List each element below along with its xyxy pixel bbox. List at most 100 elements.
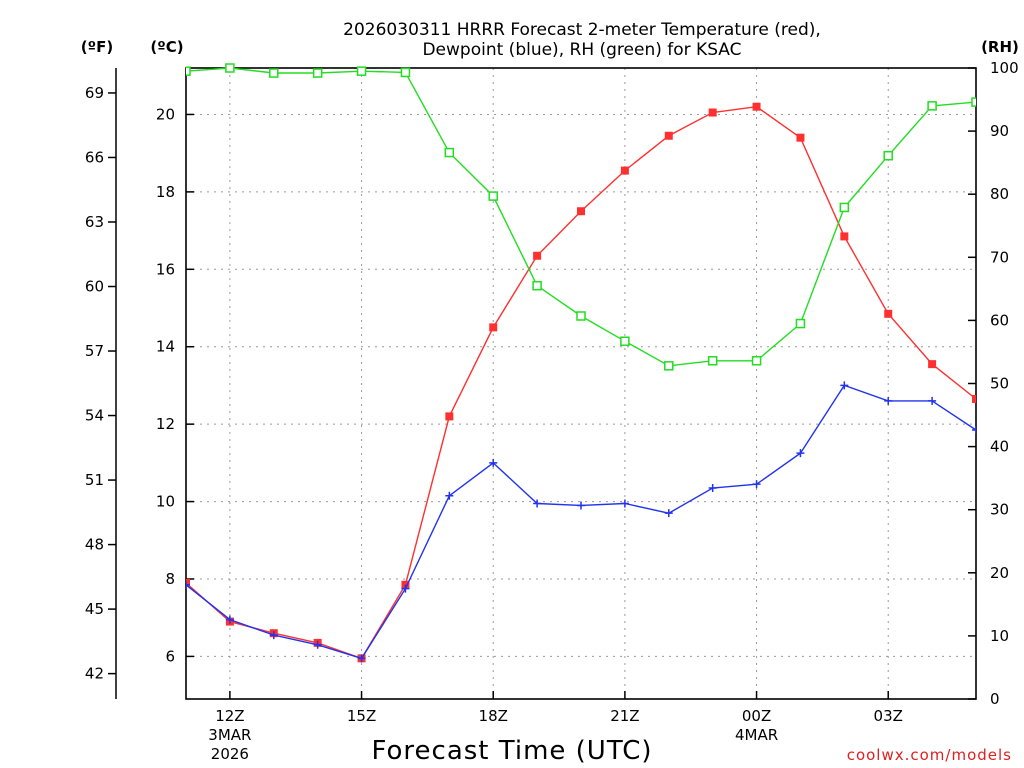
- credit-text: coolwx.com/models: [847, 746, 1012, 764]
- celsius-tick-label: 6: [165, 647, 175, 665]
- dewpoint-point: [620, 499, 629, 508]
- celsius-tick-label: 18: [156, 183, 175, 201]
- fahrenheit-tick-label: 60: [85, 278, 104, 296]
- rh-point: [186, 66, 191, 76]
- rh-tick-label: 90: [990, 122, 1009, 140]
- plot-frame: [185, 67, 977, 700]
- x-tick-label: 18Z: [479, 707, 508, 725]
- rh-point: [620, 336, 630, 346]
- dewpoint-point: [445, 491, 454, 500]
- celsius-unit-label: (ºC): [150, 38, 183, 56]
- rh-series-line: [186, 67, 976, 367]
- rh-point: [664, 361, 674, 371]
- celsius-tick-label: 10: [156, 493, 175, 511]
- temperature-point: [884, 309, 893, 318]
- rh-unit-label: (RH): [981, 38, 1019, 56]
- rh-tick-label: 20: [990, 564, 1009, 582]
- axes-layer: 42 45 48 51 54 57 60 63 66 69 6 8 10 12 14 16 18 20 0 10 20 3…: [85, 59, 1019, 763]
- temperature-point: [445, 412, 454, 421]
- x-tick-label: 21Z: [610, 707, 639, 725]
- fahrenheit-tick-label: 45: [85, 600, 104, 618]
- dewpoint-point: [533, 499, 542, 508]
- dewpoint-point: [708, 484, 717, 493]
- celsius-tick-label: 14: [156, 338, 175, 356]
- x-tick-label: 12Z: [215, 707, 244, 725]
- dewpoint-point: [928, 396, 937, 405]
- rh-tick-label: 60: [990, 311, 1009, 329]
- dewpoint-point: [796, 449, 805, 458]
- dewpoint-point: [752, 480, 761, 489]
- rh-point: [269, 68, 279, 78]
- temperature-point: [708, 108, 717, 117]
- fahrenheit-tick-label: 42: [85, 665, 104, 683]
- celsius-tick-label: 16: [156, 260, 175, 278]
- rh-point: [839, 202, 850, 213]
- x-axis-label: Forecast Time (UTC): [371, 736, 652, 766]
- series-clip-group: [186, 63, 976, 663]
- dewpoint-point: [577, 501, 585, 510]
- x-tick-label: 15Z: [347, 707, 376, 725]
- rh-point: [225, 63, 235, 73]
- temperature-point: [796, 133, 805, 142]
- rh-tick-label: 70: [990, 248, 1009, 266]
- rh-point: [488, 191, 498, 201]
- chart-title-line1: 2026030311 HRRR Forecast 2-meter Tempera…: [343, 20, 821, 40]
- rh-point: [532, 280, 542, 291]
- dewpoint-point: [269, 631, 278, 640]
- rh-point: [400, 67, 411, 78]
- dewpoint-point: [884, 396, 893, 405]
- fahrenheit-tick-label: 63: [85, 213, 104, 231]
- x-tick-label: 03Z: [874, 707, 903, 725]
- rh-point: [883, 150, 893, 161]
- temperature-series-line: [186, 105, 976, 660]
- chart-title-line2: Dewpoint (blue), RH (green) for KSAC: [422, 40, 741, 60]
- rh-point: [576, 311, 586, 321]
- rh-point: [707, 356, 718, 366]
- celsius-tick-label: 12: [156, 415, 175, 433]
- rh-tick-label: 10: [990, 627, 1009, 645]
- fahrenheit-tick-label: 54: [85, 407, 104, 425]
- dewpoint-point: [357, 654, 366, 663]
- x-tick-label: 00Z: [742, 707, 771, 725]
- temperature-point: [489, 323, 498, 332]
- rh-point: [927, 101, 937, 111]
- grid-layer: [186, 68, 976, 699]
- dewpoint-point: [972, 425, 976, 434]
- temperature-point: [577, 207, 585, 216]
- x-tick-label: 2026: [211, 745, 249, 763]
- fahrenheit-tick-label: 57: [85, 342, 104, 360]
- dewpoint-point: [225, 615, 234, 624]
- rh-tick-label: 30: [990, 501, 1009, 519]
- temperature-point: [664, 131, 673, 140]
- x-tick-label: 4MAR: [735, 726, 778, 744]
- x-tick-label: 3MAR: [208, 726, 251, 744]
- temperature-point: [972, 394, 976, 403]
- rh-tick-label: 40: [990, 438, 1009, 456]
- celsius-tick-label: 20: [156, 105, 175, 123]
- rh-point: [971, 97, 976, 107]
- series-layer: [186, 63, 976, 663]
- rh-point: [751, 356, 762, 366]
- temperature-point: [840, 232, 849, 241]
- fahrenheit-tick-label: 69: [85, 84, 104, 102]
- dewpoint-point: [664, 509, 673, 518]
- dewpoint-point: [313, 640, 322, 649]
- rh-tick-label: 50: [990, 375, 1009, 393]
- fahrenheit-tick-label: 48: [85, 536, 104, 554]
- rh-tick-label: 100: [990, 59, 1019, 77]
- temperature-point: [620, 166, 629, 175]
- dewpoint-point: [489, 458, 498, 467]
- fahrenheit-tick-label: 66: [85, 148, 104, 166]
- rh-tick-label: 0: [990, 690, 1000, 708]
- dewpoint-point: [401, 584, 410, 593]
- fahrenheit-unit-label: (ºF): [81, 38, 113, 56]
- rh-point: [444, 147, 455, 158]
- rh-point: [312, 68, 323, 78]
- rh-point: [795, 318, 806, 329]
- fahrenheit-tick-label: 51: [85, 471, 104, 489]
- rh-tick-label: 80: [990, 185, 1009, 203]
- temperature-point: [752, 102, 761, 111]
- dewpoint-point: [840, 381, 849, 390]
- temperature-point: [186, 578, 190, 587]
